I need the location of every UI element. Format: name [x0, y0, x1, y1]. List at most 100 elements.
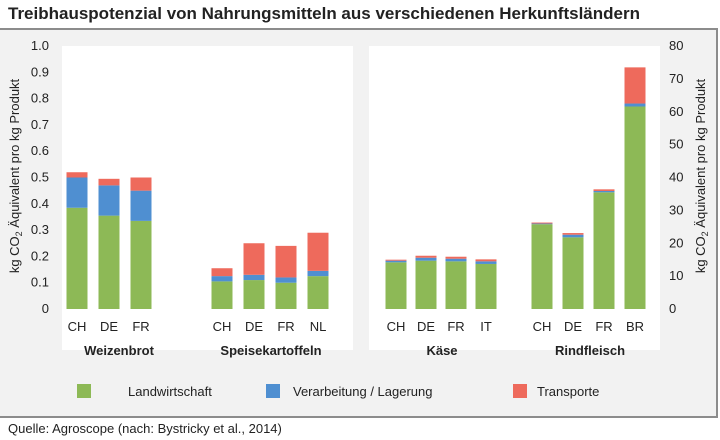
x-tick-label: NL — [310, 319, 327, 334]
x-tick-label: FR — [132, 319, 149, 334]
bar-rindfleisch-fr-transporte — [593, 189, 615, 191]
y-tick-label: 0.3 — [31, 222, 49, 237]
y-tick-label: 60 — [669, 104, 683, 119]
group-label-weizenbrot: Weizenbrot — [84, 343, 154, 358]
bar-rindfleisch-fr-landwirtschaft — [593, 192, 615, 309]
bar-weizenbrot-ch-verarbeitung-lagerung — [66, 177, 88, 208]
y-tick-label: 0.8 — [31, 91, 49, 106]
y-tick-label: 40 — [669, 170, 683, 185]
legend-label-verarbeitung: Verarbeitung / Lagerung — [293, 384, 433, 399]
bar-rindfleisch-br-transporte — [624, 67, 646, 104]
bar-speisekartoffeln-fr-transporte — [275, 245, 297, 278]
right-axis: 0 10 20 30 40 50 60 70 80 — [669, 38, 683, 316]
y-tick-label: 0.4 — [31, 196, 49, 211]
bar-rindfleisch-de-verarbeitung-lagerung — [562, 234, 584, 238]
bar-weizenbrot-fr-landwirtschaft — [130, 220, 152, 309]
legend-swatch-transporte — [513, 384, 527, 398]
bar-k-se-de-verarbeitung-lagerung — [415, 257, 437, 261]
bar-speisekartoffeln-ch-verarbeitung-lagerung — [211, 276, 233, 282]
bar-weizenbrot-fr-transporte — [130, 177, 152, 191]
group-label-k-se: Käse — [426, 343, 457, 358]
bar-k-se-ch-transporte — [385, 259, 407, 261]
y-tick-label: 0.9 — [31, 64, 49, 79]
bar-rindfleisch-ch-landwirtschaft — [531, 224, 553, 309]
bar-k-se-fr-landwirtschaft — [445, 261, 467, 309]
right-panel-background — [369, 46, 660, 350]
y-tick-label: 0.2 — [31, 248, 49, 263]
y-tick-label: 1.0 — [31, 38, 49, 53]
bar-speisekartoffeln-fr-landwirtschaft — [275, 282, 297, 309]
legend-swatch-verarbeitung — [266, 384, 280, 398]
x-tick-label: FR — [277, 319, 294, 334]
y-tick-label: 0 — [42, 301, 49, 316]
group-label-rindfleisch: Rindfleisch — [555, 343, 625, 358]
y-tick-label: 0.1 — [31, 275, 49, 290]
y-tick-label: 70 — [669, 71, 683, 86]
bar-speisekartoffeln-ch-transporte — [211, 268, 233, 277]
bar-speisekartoffeln-de-verarbeitung-lagerung — [243, 274, 265, 281]
bar-k-se-fr-transporte — [445, 256, 467, 259]
y-tick-label: 0.7 — [31, 117, 49, 132]
legend: Landwirtschaft Verarbeitung / Lagerung T… — [77, 384, 599, 399]
bar-rindfleisch-br-verarbeitung-lagerung — [624, 103, 646, 107]
y-tick-label: 0.6 — [31, 143, 49, 158]
bar-weizenbrot-de-verarbeitung-lagerung — [98, 185, 120, 216]
bar-k-se-ch-landwirtschaft — [385, 262, 407, 309]
bar-rindfleisch-ch-transporte — [531, 222, 553, 224]
bar-k-se-de-landwirtschaft — [415, 260, 437, 309]
right-axis-label: kg CO2 Äquivalent pro kg Produkt — [693, 78, 710, 273]
bar-rindfleisch-br-landwirtschaft — [624, 106, 646, 310]
legend-swatch-landwirtschaft — [77, 384, 91, 398]
bar-k-se-it-transporte — [475, 259, 497, 262]
x-tick-label: CH — [533, 319, 552, 334]
x-tick-label: DE — [564, 319, 582, 334]
bar-rindfleisch-de-landwirtschaft — [562, 237, 584, 309]
x-tick-label: FR — [595, 319, 612, 334]
bar-k-se-it-verarbeitung-lagerung — [475, 261, 497, 264]
bar-weizenbrot-de-landwirtschaft — [98, 215, 120, 309]
left-axis-label: kg CO2 Äquivalent pro kg Produkt — [7, 78, 24, 273]
y-tick-label: 0 — [669, 301, 676, 316]
group-label-speisekartoffeln: Speisekartoffeln — [220, 343, 321, 358]
x-tick-label: CH — [213, 319, 232, 334]
bar-speisekartoffeln-de-transporte — [243, 243, 265, 275]
left-axis: 0 0.1 0.2 0.3 0.4 0.5 0.6 0.7 0.8 0.9 1.0 — [31, 38, 49, 316]
bar-k-se-it-landwirtschaft — [475, 263, 497, 309]
x-tick-label: BR — [626, 319, 644, 334]
bar-speisekartoffeln-ch-landwirtschaft — [211, 281, 233, 309]
x-tick-label: DE — [417, 319, 435, 334]
bar-speisekartoffeln-fr-verarbeitung-lagerung — [275, 277, 297, 283]
x-tick-label: FR — [447, 319, 464, 334]
bar-weizenbrot-ch-transporte — [66, 172, 88, 178]
bar-weizenbrot-fr-verarbeitung-lagerung — [130, 190, 152, 221]
x-tick-label: IT — [480, 319, 492, 334]
y-tick-label: 80 — [669, 38, 683, 53]
y-tick-label: 10 — [669, 268, 683, 283]
y-tick-label: 30 — [669, 202, 683, 217]
x-tick-label: DE — [100, 319, 118, 334]
bar-rindfleisch-ch-verarbeitung-lagerung — [531, 223, 553, 225]
bar-k-se-ch-verarbeitung-lagerung — [385, 260, 407, 263]
bar-rindfleisch-fr-verarbeitung-lagerung — [593, 190, 615, 193]
chart-title: Treibhauspotenzial von Nahrungsmitteln a… — [8, 4, 640, 23]
bar-k-se-fr-verarbeitung-lagerung — [445, 258, 467, 262]
source-note: Quelle: Agroscope (nach: Bystricky et al… — [8, 421, 282, 436]
category-labels: CH DE FR CH DE FR NL CH DE FR IT CH DE FR BR — [68, 319, 644, 334]
x-tick-label: DE — [245, 319, 263, 334]
y-tick-label: 20 — [669, 235, 683, 250]
bar-speisekartoffeln-nl-verarbeitung-lagerung — [307, 270, 329, 277]
bar-speisekartoffeln-nl-landwirtschaft — [307, 276, 329, 309]
legend-label-transporte: Transporte — [537, 384, 599, 399]
x-tick-label: CH — [387, 319, 406, 334]
group-labels: Weizenbrot Speisekartoffeln Käse Rindfleisc… — [84, 343, 625, 358]
bar-weizenbrot-ch-landwirtschaft — [66, 207, 88, 309]
bar-speisekartoffeln-de-landwirtschaft — [243, 280, 265, 309]
y-tick-label: 0.5 — [31, 170, 49, 185]
bar-speisekartoffeln-nl-transporte — [307, 232, 329, 271]
y-tick-label: 50 — [669, 137, 683, 152]
bar-weizenbrot-de-transporte — [98, 178, 120, 186]
bar-rindfleisch-de-transporte — [562, 233, 584, 235]
bar-k-se-de-transporte — [415, 255, 437, 258]
bars-layer — [66, 67, 646, 310]
